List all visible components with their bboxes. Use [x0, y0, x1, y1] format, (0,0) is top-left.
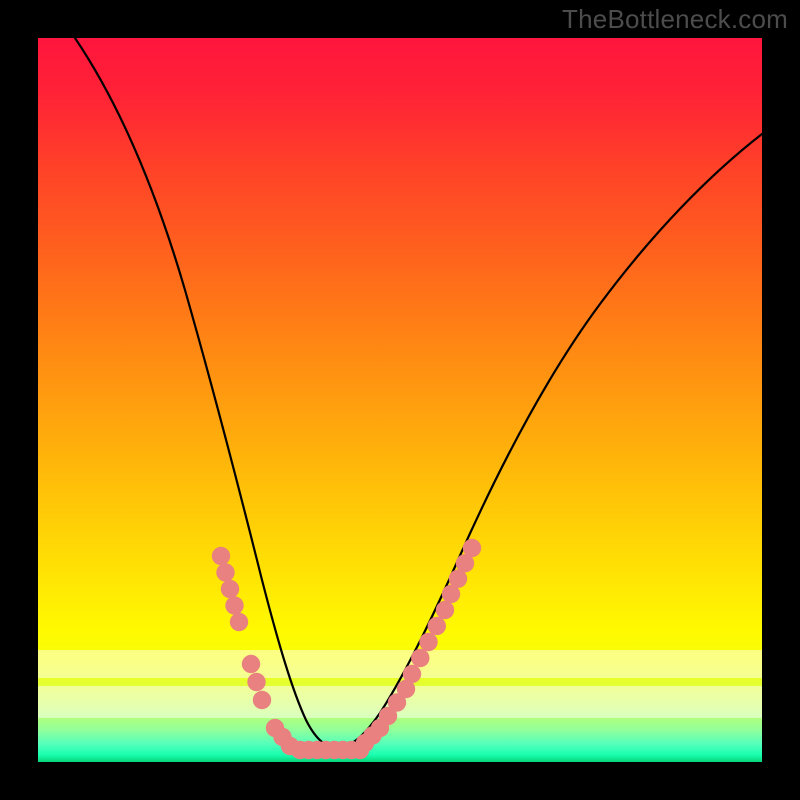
- curve-dot: [419, 633, 437, 651]
- curve-dot: [230, 613, 248, 631]
- curve-dot: [247, 673, 265, 691]
- curve-dot: [428, 617, 446, 635]
- curve-dot: [242, 655, 260, 673]
- curve-dot: [463, 539, 481, 557]
- curve-dot: [403, 665, 421, 683]
- curve-dot: [212, 547, 230, 565]
- curve-dot: [411, 649, 429, 667]
- curve-dot: [253, 691, 271, 709]
- watermark-text: TheBottleneck.com: [562, 4, 788, 35]
- curve-dot: [436, 601, 454, 619]
- bottleneck-chart: [0, 0, 800, 800]
- chart-container: TheBottleneck.com: [0, 0, 800, 800]
- curve-dot: [221, 580, 239, 598]
- curve-dot: [225, 596, 243, 614]
- curve-dot: [216, 563, 234, 581]
